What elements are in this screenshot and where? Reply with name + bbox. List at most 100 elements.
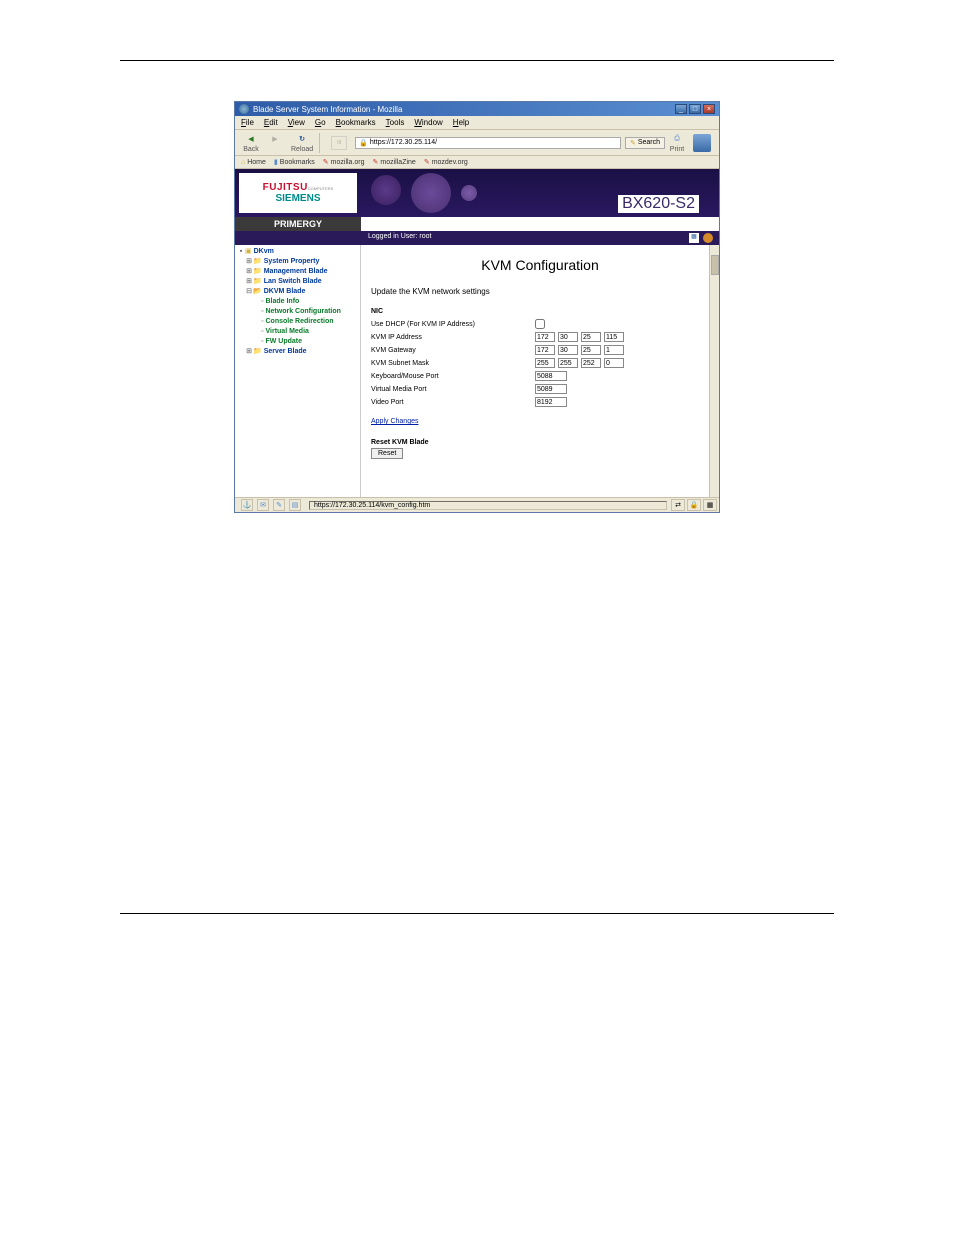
browser-window: Blade Server System Information - Mozill… bbox=[234, 101, 720, 513]
video-port-input[interactable] bbox=[535, 397, 567, 407]
stop-button[interactable]: III bbox=[331, 136, 347, 150]
menu-bookmarks[interactable]: Bookmarks bbox=[336, 118, 376, 127]
nav-tree: ▪▣DKvm ⊞📁System Property ⊞📁Management Bl… bbox=[235, 245, 361, 497]
tree-virtual-media[interactable]: ▫Virtual Media bbox=[237, 327, 358, 337]
moz-icon: ✎ bbox=[373, 158, 379, 166]
mask-o1[interactable] bbox=[535, 358, 555, 368]
content-area: FUJITSUCOMPUTERS SIEMENS BX620-S2 PRIMER… bbox=[235, 169, 719, 497]
page-subtitle: Update the KVM network settings bbox=[371, 287, 709, 296]
ip-o1[interactable] bbox=[535, 332, 555, 342]
header-banner: FUJITSUCOMPUTERS SIEMENS BX620-S2 bbox=[235, 169, 719, 217]
bookmarks-bar: ⌂Home ▮Bookmarks ✎mozilla.org ✎mozillaZi… bbox=[235, 156, 719, 169]
tree-blade-info[interactable]: ▫Blade Info bbox=[237, 297, 358, 307]
statusbar: ⚓ ✉ ✎ ▤ https://172.30.25.114/kvm_config… bbox=[235, 497, 719, 512]
close-button[interactable]: × bbox=[703, 104, 715, 114]
reset-header: Reset KVM Blade bbox=[371, 439, 709, 446]
moz-icon: ✎ bbox=[323, 158, 329, 166]
mask-o4[interactable] bbox=[604, 358, 624, 368]
sb-offline-icon[interactable]: ⇄ bbox=[671, 499, 685, 511]
sb-cookie-icon[interactable]: ▦ bbox=[703, 499, 717, 511]
km-port-label: Keyboard/Mouse Port bbox=[371, 373, 535, 380]
nic-header: NIC bbox=[371, 308, 709, 315]
gw-o1[interactable] bbox=[535, 345, 555, 355]
menubar: File Edit View Go Bookmarks Tools Window… bbox=[235, 116, 719, 130]
sb-mail-icon[interactable]: ✉ bbox=[257, 499, 269, 511]
toolbar: ◀ Back ▶ ↻ Reload III 🔒 https://172.30.2… bbox=[235, 130, 719, 156]
tree-console-redir[interactable]: ▫Console Redirection bbox=[237, 317, 358, 327]
product-name: BX620-S2 bbox=[618, 195, 699, 213]
sb-security-icon[interactable]: 🔒 bbox=[687, 499, 701, 511]
km-port-input[interactable] bbox=[535, 371, 567, 381]
scrollbar-v[interactable] bbox=[709, 245, 719, 497]
vm-port-input[interactable] bbox=[535, 384, 567, 394]
apply-changes-link[interactable]: Apply Changes bbox=[371, 418, 418, 425]
tree-network-config[interactable]: ▫Network Configuration bbox=[237, 307, 358, 317]
gw-label: KVM Gateway bbox=[371, 347, 535, 354]
login-status: Logged in User: root bbox=[368, 233, 431, 243]
tree-lanswitch-blade[interactable]: ⊞📁Lan Switch Blade bbox=[237, 277, 358, 287]
menu-tools[interactable]: Tools bbox=[386, 118, 405, 127]
bookmark-zine[interactable]: ✎mozillaZine bbox=[373, 158, 416, 166]
mask-o3[interactable] bbox=[581, 358, 601, 368]
reload-button[interactable]: ↻ Reload bbox=[291, 132, 313, 153]
video-port-label: Video Port bbox=[371, 399, 535, 406]
print-button[interactable]: ⎙ Print bbox=[669, 132, 685, 153]
vendor-logo: FUJITSUCOMPUTERS SIEMENS bbox=[239, 173, 357, 213]
tree-management-blade[interactable]: ⊞📁Management Blade bbox=[237, 267, 358, 277]
folder-icon: ▮ bbox=[274, 158, 278, 166]
vm-port-label: Virtual Media Port bbox=[371, 386, 535, 393]
gw-o4[interactable] bbox=[604, 345, 624, 355]
forward-button[interactable]: ▶ bbox=[267, 132, 283, 153]
maximize-button[interactable]: □ bbox=[689, 104, 701, 114]
tree-system-property[interactable]: ⊞📁System Property bbox=[237, 257, 358, 267]
moz-icon: ✎ bbox=[424, 158, 430, 166]
url-bar[interactable]: 🔒 https://172.30.25.114/ bbox=[355, 137, 621, 149]
menu-help[interactable]: Help bbox=[453, 118, 469, 127]
titlebar[interactable]: Blade Server System Information - Mozill… bbox=[235, 102, 719, 116]
mask-label: KVM Subnet Mask bbox=[371, 360, 535, 367]
menu-view[interactable]: View bbox=[288, 118, 305, 127]
menu-file[interactable]: File bbox=[241, 118, 254, 127]
login-status-bar: Logged in User: root ▦ bbox=[235, 231, 719, 245]
reset-button[interactable]: Reset bbox=[371, 448, 403, 459]
tree-fw-update[interactable]: ▫FW Update bbox=[237, 337, 358, 347]
throbber-icon bbox=[693, 134, 711, 152]
tree-dkvm[interactable]: ▪▣DKvm bbox=[237, 247, 358, 257]
ip-label: KVM IP Address bbox=[371, 334, 535, 341]
banner-graphic bbox=[361, 169, 541, 217]
gw-o3[interactable] bbox=[581, 345, 601, 355]
ip-o2[interactable] bbox=[558, 332, 578, 342]
dhcp-checkbox[interactable] bbox=[535, 319, 545, 329]
main-pane: KVM Configuration Update the KVM network… bbox=[361, 245, 719, 497]
window-title: Blade Server System Information - Mozill… bbox=[253, 105, 402, 114]
page-title: KVM Configuration bbox=[371, 257, 709, 273]
tree-server-blade[interactable]: ⊞📁Server Blade bbox=[237, 347, 358, 357]
search-icon: ✎ bbox=[630, 139, 636, 147]
home-bookmark[interactable]: ⌂Home bbox=[241, 158, 266, 166]
search-button[interactable]: ✎ Search bbox=[625, 137, 665, 149]
primergy-label: PRIMERGY bbox=[235, 217, 361, 231]
dhcp-label: Use DHCP (For KVM IP Address) bbox=[371, 321, 535, 328]
bookmarks-folder[interactable]: ▮Bookmarks bbox=[274, 158, 315, 166]
sb-navigator-icon[interactable]: ⚓ bbox=[241, 499, 253, 511]
minimize-button[interactable]: _ bbox=[675, 104, 687, 114]
tree-dkvm-blade[interactable]: ⊟📂DKVM Blade bbox=[237, 287, 358, 297]
ip-o4[interactable] bbox=[604, 332, 624, 342]
statusbar-url: https://172.30.25.114/kvm_config.htm bbox=[309, 501, 667, 510]
status-icon-2[interactable] bbox=[703, 233, 713, 243]
back-button[interactable]: ◀ Back bbox=[243, 132, 259, 153]
menu-window[interactable]: Window bbox=[414, 118, 442, 127]
lock-icon: 🔒 bbox=[359, 139, 368, 147]
status-icon-1[interactable]: ▦ bbox=[689, 233, 699, 243]
sb-address-icon[interactable]: ▤ bbox=[289, 499, 301, 511]
mask-o2[interactable] bbox=[558, 358, 578, 368]
menu-go[interactable]: Go bbox=[315, 118, 326, 127]
bookmark-mozdev[interactable]: ✎mozdev.org bbox=[424, 158, 468, 166]
app-icon bbox=[239, 104, 249, 114]
gw-o2[interactable] bbox=[558, 345, 578, 355]
sb-composer-icon[interactable]: ✎ bbox=[273, 499, 285, 511]
url-text: https://172.30.25.114/ bbox=[370, 139, 437, 146]
ip-o3[interactable] bbox=[581, 332, 601, 342]
bookmark-mozilla[interactable]: ✎mozilla.org bbox=[323, 158, 365, 166]
menu-edit[interactable]: Edit bbox=[264, 118, 278, 127]
